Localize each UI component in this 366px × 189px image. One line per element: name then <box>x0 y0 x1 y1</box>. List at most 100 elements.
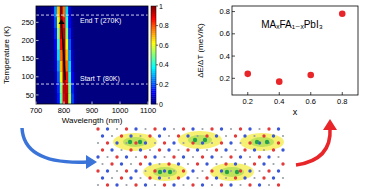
atom <box>120 162 123 165</box>
x-tick-label: 1100 <box>140 106 156 115</box>
atom-highlight <box>128 140 132 144</box>
atom <box>186 176 189 179</box>
atom <box>277 183 280 186</box>
atom-highlight <box>265 140 269 144</box>
heatmap-cell <box>54 39 57 50</box>
atom <box>139 148 142 151</box>
atom <box>268 184 270 186</box>
y-tick-label: 100 <box>21 72 34 81</box>
atom <box>205 176 208 179</box>
atom-highlight <box>255 140 259 144</box>
atom <box>267 169 270 172</box>
atom <box>144 183 147 186</box>
atom <box>110 162 113 165</box>
colorbar-tick-label: 0.4 <box>159 61 169 68</box>
atom <box>277 141 280 144</box>
heatmap-cell <box>68 50 71 61</box>
atom <box>272 163 274 165</box>
x-tick-label: 800 <box>58 106 71 115</box>
atom <box>239 127 242 130</box>
heatmap-cell <box>57 28 60 39</box>
atom <box>177 149 179 151</box>
atom <box>172 183 175 186</box>
heatmap-cell <box>57 6 60 17</box>
atom <box>139 162 142 165</box>
heatmap-cell <box>65 39 68 50</box>
atom <box>239 142 241 144</box>
atom <box>248 127 251 130</box>
colorbar-segment <box>151 75 156 77</box>
x-axis-title: x <box>293 107 298 117</box>
y-tick <box>36 22 39 23</box>
atom <box>101 134 104 137</box>
atom-highlight <box>168 170 172 174</box>
atom <box>172 155 175 158</box>
atom <box>135 156 137 158</box>
atom <box>215 176 218 179</box>
atom <box>158 163 160 165</box>
heatmap-cell <box>60 6 63 17</box>
atom <box>182 155 185 158</box>
background <box>0 0 366 189</box>
colorbar-segment <box>151 35 156 37</box>
atom <box>148 162 151 165</box>
atom <box>139 177 141 179</box>
x-tick <box>120 102 121 105</box>
atom <box>163 127 166 130</box>
y-axis-title: ΔE/ΔT (meV/K) <box>196 23 205 78</box>
x-tick <box>247 92 248 95</box>
heatmap-cell <box>79 93 82 104</box>
charge-blob-core <box>123 137 147 147</box>
colorbar-segment <box>151 12 156 14</box>
figure: End T (270K)Start T (80K)700800900100011… <box>0 0 366 189</box>
atom <box>225 135 227 137</box>
atom <box>163 141 166 144</box>
colorbar-segment <box>151 53 156 55</box>
y-tick <box>36 40 39 41</box>
atom <box>115 155 118 158</box>
heatmap-cell <box>51 50 54 61</box>
colorbar-tick-label: 0.8 <box>159 22 169 29</box>
heatmap-cell <box>71 93 74 104</box>
atom <box>111 177 113 179</box>
heatmap-cell <box>68 6 71 17</box>
x-tick-label: 0.4 <box>274 97 284 106</box>
atom <box>115 183 118 186</box>
colorbar-segment <box>151 30 156 32</box>
x-tick-label: 1000 <box>112 106 129 115</box>
atom <box>205 134 208 137</box>
atom <box>234 134 237 137</box>
colorbar-segment <box>151 88 156 90</box>
point <box>339 10 346 17</box>
annotation-line <box>36 84 148 85</box>
atom <box>191 169 194 172</box>
heatmap-cell <box>74 6 77 17</box>
heatmap-cell <box>60 93 63 104</box>
colorbar-segment <box>151 94 156 96</box>
y-tick <box>36 58 39 59</box>
y-tick <box>232 11 235 12</box>
x-tick <box>36 102 37 105</box>
heatmap-cell <box>71 39 74 50</box>
atom-highlight <box>138 140 142 144</box>
y-tick-label: 0.6 <box>220 29 230 38</box>
atom <box>177 134 180 137</box>
y-tick <box>232 56 235 57</box>
atom <box>224 148 227 151</box>
atom <box>110 148 113 151</box>
atom <box>215 134 218 137</box>
atom <box>272 134 275 137</box>
colorbar-tick-label: 0 <box>159 101 163 108</box>
x-tick-label: 900 <box>86 106 99 115</box>
atom <box>134 169 137 172</box>
point <box>276 78 283 85</box>
atom <box>168 177 170 179</box>
colorbar-segment <box>151 55 156 57</box>
atom <box>277 156 279 158</box>
heatmap-cell <box>54 93 57 104</box>
colorbar-segment <box>151 80 156 82</box>
colorbar-segment <box>151 6 156 8</box>
atom <box>211 184 213 186</box>
atom <box>144 155 147 158</box>
atom <box>158 134 161 137</box>
